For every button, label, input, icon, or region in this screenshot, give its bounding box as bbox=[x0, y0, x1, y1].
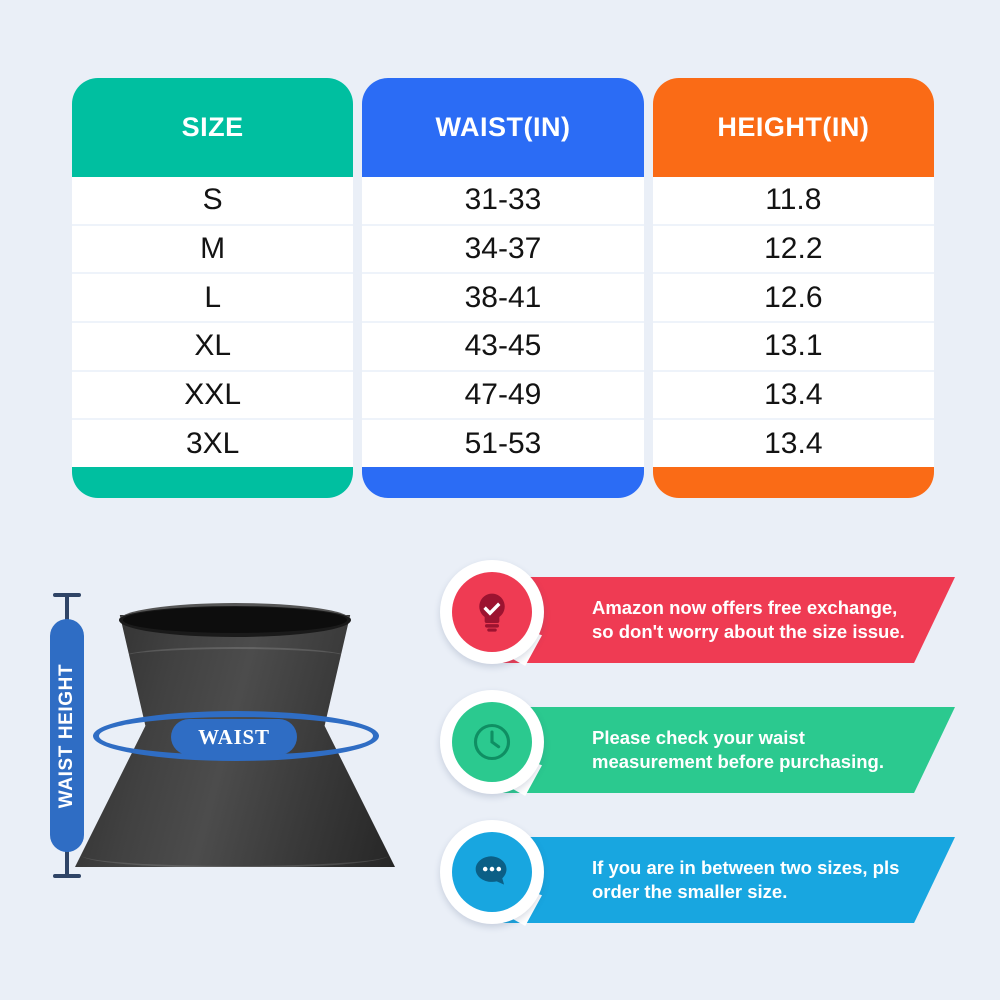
table-cell: 38-41 bbox=[362, 274, 644, 324]
column-body-size: S M L XL XXL 3XL bbox=[72, 177, 354, 468]
table-cell: 3XL bbox=[72, 420, 354, 468]
callout-exchange: Amazon now offers free exchange, so don'… bbox=[440, 560, 960, 678]
waist-trainer-garment: WAIST bbox=[75, 603, 395, 878]
callout-text: Amazon now offers free exchange, so don'… bbox=[592, 596, 905, 642]
table-column-waist: WAIST(IN) 31-33 34-37 38-41 43-45 47-49 … bbox=[362, 78, 644, 498]
callout-banner: If you are in between two sizes, pls ord… bbox=[500, 837, 955, 923]
callout-badge bbox=[440, 820, 544, 924]
table-cell: XXL bbox=[72, 371, 354, 421]
table-cell: 13.1 bbox=[652, 323, 934, 372]
column-footer-size bbox=[72, 467, 354, 498]
chat-bubble-icon bbox=[452, 832, 532, 912]
table-cell: 12.2 bbox=[652, 225, 934, 275]
waist-height-measure: WAIST HEIGHT bbox=[50, 593, 84, 878]
garment-hem bbox=[81, 842, 389, 868]
callout-sizing: If you are in between two sizes, pls ord… bbox=[440, 820, 960, 938]
column-header-waist: WAIST(IN) bbox=[362, 78, 644, 177]
garment-top-rim-inner bbox=[123, 607, 347, 633]
callout-banner: Please check your waist measurement befo… bbox=[500, 707, 955, 793]
table-cell: 51-53 bbox=[362, 420, 644, 468]
column-body-waist: 31-33 34-37 38-41 43-45 47-49 51-53 bbox=[362, 177, 644, 468]
callout-list: Amazon now offers free exchange, so don'… bbox=[440, 560, 960, 960]
table-cell: M bbox=[72, 225, 354, 275]
table-cell: L bbox=[72, 274, 354, 324]
column-body-height: 11.8 12.2 12.6 13.1 13.4 13.4 bbox=[652, 177, 934, 468]
table-column-size: SIZE S M L XL XXL 3XL bbox=[72, 78, 354, 498]
table-cell: XL bbox=[72, 323, 354, 372]
callout-text: If you are in between two sizes, pls ord… bbox=[592, 856, 900, 902]
table-cell: 12.6 bbox=[652, 274, 934, 324]
waist-label: WAIST bbox=[171, 719, 297, 755]
table-cell: 11.8 bbox=[652, 177, 934, 226]
column-footer-height bbox=[652, 467, 934, 498]
size-chart-table: SIZE S M L XL XXL 3XL WAIST(IN) 31-33 34… bbox=[72, 78, 934, 498]
product-illustration: WAIST HEIGHT WAIST bbox=[20, 565, 420, 910]
table-cell: 13.4 bbox=[652, 371, 934, 421]
table-cell: 43-45 bbox=[362, 323, 644, 372]
table-column-height: HEIGHT(IN) 11.8 12.2 12.6 13.1 13.4 13.4 bbox=[652, 78, 934, 498]
table-cell: 47-49 bbox=[362, 371, 644, 421]
column-header-size: SIZE bbox=[72, 78, 354, 177]
column-footer-waist bbox=[362, 467, 644, 498]
callout-measure: Please check your waist measurement befo… bbox=[440, 690, 960, 808]
garment-seam bbox=[123, 647, 347, 667]
table-cell: 31-33 bbox=[362, 177, 644, 226]
waist-height-label: WAIST HEIGHT bbox=[50, 619, 84, 852]
callout-badge bbox=[440, 560, 544, 664]
clock-icon bbox=[452, 702, 532, 782]
callout-badge bbox=[440, 690, 544, 794]
table-cell: S bbox=[72, 177, 354, 226]
table-cell: 34-37 bbox=[362, 225, 644, 275]
callout-banner: Amazon now offers free exchange, so don'… bbox=[500, 577, 955, 663]
waist-measure-ring-icon bbox=[93, 711, 379, 761]
column-header-height: HEIGHT(IN) bbox=[652, 78, 934, 177]
measure-cap-bottom-icon bbox=[53, 874, 81, 878]
table-cell: 13.4 bbox=[652, 420, 934, 468]
callout-text: Please check your waist measurement befo… bbox=[592, 726, 884, 772]
lightbulb-check-icon bbox=[452, 572, 532, 652]
